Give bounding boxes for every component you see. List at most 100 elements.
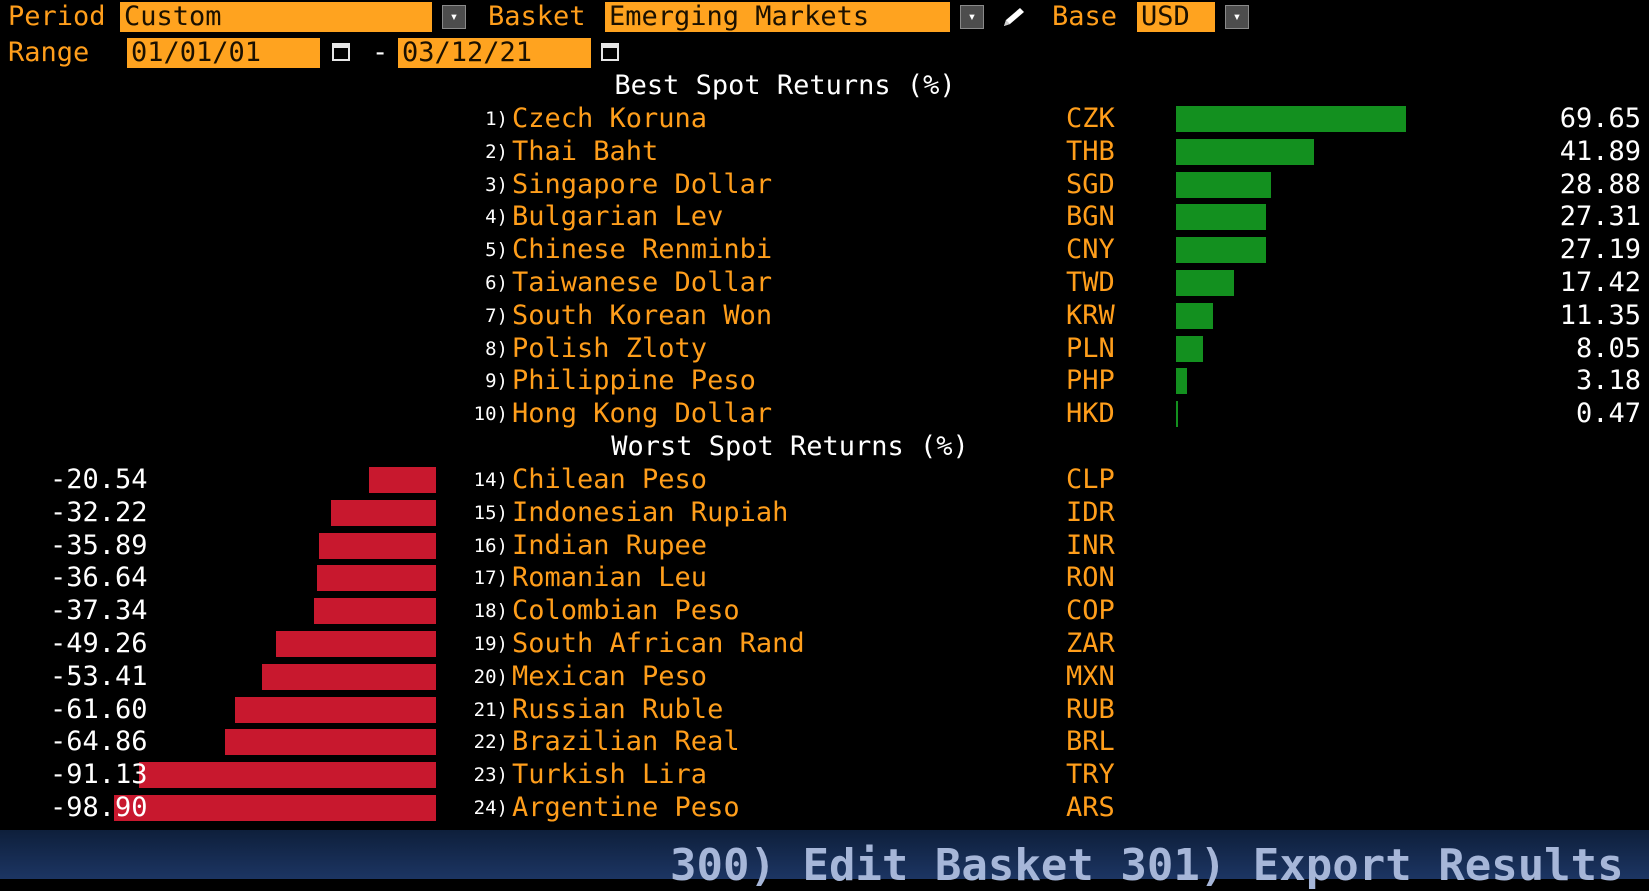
return-bar: [1176, 336, 1203, 362]
rank-number: 18): [473, 600, 508, 622]
currency-code: PLN: [1066, 333, 1115, 364]
currency-code: CLP: [1066, 464, 1115, 495]
currency-code: BGN: [1066, 201, 1115, 232]
return-value: -91.13: [50, 759, 148, 790]
worst-return-row[interactable]: -35.89 16) Indian Rupee INR: [0, 529, 1649, 563]
return-value: 17.42: [1559, 267, 1641, 298]
controls-row-range: Range 01/01/01 - 03/12/21: [0, 36, 1649, 70]
currency-code: TWD: [1066, 267, 1115, 298]
rank-number: 14): [473, 469, 508, 491]
currency-name[interactable]: Philippine Peso: [512, 365, 756, 396]
currency-name[interactable]: Singapore Dollar: [512, 169, 773, 200]
rank-number: 9): [485, 370, 508, 392]
currency-name[interactable]: South African Rand: [512, 628, 805, 659]
currency-name[interactable]: Romanian Leu: [512, 562, 708, 593]
currency-code: RON: [1066, 562, 1115, 593]
currency-code: MXN: [1066, 661, 1115, 692]
worst-return-row[interactable]: -36.64 17) Romanian Leu RON: [0, 561, 1649, 595]
best-return-row[interactable]: 5) Chinese Renminbi CNY 27.19: [0, 233, 1649, 267]
return-bar: [1176, 303, 1213, 329]
currency-code: KRW: [1066, 300, 1115, 331]
return-bar: [1176, 106, 1406, 132]
return-value: -37.34: [50, 595, 148, 626]
return-bar: [1176, 204, 1266, 230]
return-value: -36.64: [50, 562, 148, 593]
calendar-icon[interactable]: [332, 43, 350, 61]
currency-name[interactable]: Indian Rupee: [512, 530, 708, 561]
chevron-down-icon[interactable]: ▾: [960, 5, 984, 29]
currency-name[interactable]: Thai Baht: [512, 136, 659, 167]
worst-return-row[interactable]: -49.26 19) South African Rand ZAR: [0, 627, 1649, 661]
currency-code: PHP: [1066, 365, 1115, 396]
rank-number: 17): [473, 567, 508, 589]
currency-name[interactable]: Chilean Peso: [512, 464, 708, 495]
best-return-row[interactable]: 10) Hong Kong Dollar HKD 0.47: [0, 397, 1649, 431]
return-bar: [369, 467, 436, 493]
currency-name[interactable]: Indonesian Rupiah: [512, 497, 789, 528]
currency-name[interactable]: Taiwanese Dollar: [512, 267, 773, 298]
controls-row-period: Period Custom ▾ Basket Emerging Markets …: [0, 0, 1649, 34]
currency-name[interactable]: Turkish Lira: [512, 759, 708, 790]
return-value: -98.90: [50, 792, 148, 823]
rank-number: 7): [485, 305, 508, 327]
period-dropdown[interactable]: Custom: [120, 2, 432, 32]
currency-name[interactable]: Colombian Peso: [512, 595, 740, 626]
best-return-row[interactable]: 9) Philippine Peso PHP 3.18: [0, 364, 1649, 398]
worst-return-row[interactable]: -37.34 18) Colombian Peso COP: [0, 594, 1649, 628]
return-value: 27.19: [1559, 234, 1641, 265]
chevron-down-icon[interactable]: ▾: [442, 5, 466, 29]
currency-name[interactable]: Hong Kong Dollar: [512, 398, 773, 429]
base-currency-dropdown[interactable]: USD: [1137, 2, 1215, 32]
return-bar: [1176, 270, 1234, 296]
calendar-icon[interactable]: [601, 43, 619, 61]
return-bar: [225, 729, 436, 755]
currency-name[interactable]: Argentine Peso: [512, 792, 740, 823]
currency-code: CZK: [1066, 103, 1115, 134]
best-return-row[interactable]: 7) South Korean Won KRW 11.35: [0, 299, 1649, 333]
worst-return-row[interactable]: -32.22 15) Indonesian Rupiah IDR: [0, 496, 1649, 530]
currency-code: TRY: [1066, 759, 1115, 790]
currency-name[interactable]: Mexican Peso: [512, 661, 708, 692]
return-bar: [1176, 139, 1314, 165]
rank-number: 1): [485, 108, 508, 130]
best-return-row[interactable]: 6) Taiwanese Dollar TWD 17.42: [0, 266, 1649, 300]
rank-number: 19): [473, 633, 508, 655]
currency-code: SGD: [1066, 169, 1115, 200]
currency-name[interactable]: Bulgarian Lev: [512, 201, 724, 232]
rank-number: 22): [473, 731, 508, 753]
best-return-row[interactable]: 3) Singapore Dollar SGD 28.88: [0, 168, 1649, 202]
chevron-down-icon[interactable]: ▾: [1225, 5, 1249, 29]
currency-name[interactable]: Chinese Renminbi: [512, 234, 773, 265]
best-return-row[interactable]: 2) Thai Baht THB 41.89: [0, 135, 1649, 169]
pencil-icon[interactable]: [1000, 6, 1030, 30]
worst-return-row[interactable]: -98.90 24) Argentine Peso ARS: [0, 791, 1649, 825]
rank-number: 6): [485, 272, 508, 294]
return-bar: [139, 762, 436, 788]
worst-return-row[interactable]: -64.86 22) Brazilian Real BRL: [0, 725, 1649, 759]
footer-actions-text[interactable]: 300) Edit Basket 301) Export Results: [670, 840, 1624, 891]
best-return-row[interactable]: 4) Bulgarian Lev BGN 27.31: [0, 200, 1649, 234]
basket-label: Basket: [488, 1, 586, 32]
return-bar: [114, 795, 436, 821]
return-value: 27.31: [1559, 201, 1641, 232]
best-return-row[interactable]: 1) Czech Koruna CZK 69.65: [0, 102, 1649, 136]
return-value: 8.05: [1575, 333, 1641, 364]
currency-name[interactable]: Russian Ruble: [512, 694, 724, 725]
best-return-row[interactable]: 8) Polish Zloty PLN 8.05: [0, 332, 1649, 366]
return-value: 28.88: [1559, 169, 1641, 200]
currency-code: HKD: [1066, 398, 1115, 429]
rank-number: 2): [485, 141, 508, 163]
currency-name[interactable]: Brazilian Real: [512, 726, 740, 757]
currency-name[interactable]: Czech Koruna: [512, 103, 708, 134]
rank-number: 10): [473, 403, 508, 425]
range-start-date-field[interactable]: 01/01/01: [127, 38, 320, 68]
worst-return-row[interactable]: -20.54 14) Chilean Peso CLP: [0, 463, 1649, 497]
worst-return-row[interactable]: -91.13 23) Turkish Lira TRY: [0, 758, 1649, 792]
worst-return-row[interactable]: -53.41 20) Mexican Peso MXN: [0, 660, 1649, 694]
worst-return-row[interactable]: -61.60 21) Russian Ruble RUB: [0, 693, 1649, 727]
currency-code: THB: [1066, 136, 1115, 167]
range-end-date-field[interactable]: 03/12/21: [398, 38, 591, 68]
currency-name[interactable]: Polish Zloty: [512, 333, 708, 364]
basket-dropdown[interactable]: Emerging Markets: [605, 2, 950, 32]
currency-name[interactable]: South Korean Won: [512, 300, 773, 331]
